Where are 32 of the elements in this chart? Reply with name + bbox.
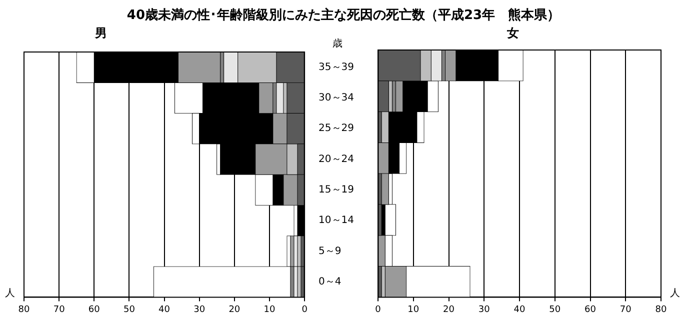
x-axis-title: 人 <box>5 288 15 299</box>
x-tick-label: 50 <box>549 304 561 315</box>
text: 40歳未満の性･年齢階級別にみた主な死因の死亡数（平成23年 熊本県） <box>126 6 562 24</box>
y-tick-label: 35～39 <box>318 62 354 73</box>
y-tick-label: 0～4 <box>318 276 342 288</box>
x-tick-label: 30 <box>478 304 490 315</box>
x-tick-label: 30 <box>194 304 206 315</box>
chart-subtitle: 男 <box>95 25 107 42</box>
x-axis-title: 人 <box>670 288 680 299</box>
x-tick-label: 40 <box>514 304 526 315</box>
x-tick-label: 80 <box>18 304 30 315</box>
x-tick-label: 50 <box>123 304 136 315</box>
x-tick-label: 10 <box>264 304 276 315</box>
chart-title: 女 <box>507 25 519 42</box>
x-tick-label: 0 <box>302 304 308 315</box>
y-axis-title: 歳 <box>332 38 343 50</box>
y-tick-label: 15～19 <box>318 184 354 196</box>
y-tick-label: 10～14 <box>318 215 354 226</box>
x-tick-label: 60 <box>88 304 100 315</box>
x-tick-label: 40 <box>158 304 170 315</box>
x-tick-label: 60 <box>584 304 596 315</box>
x-tick-label: 0 <box>375 304 382 315</box>
y-tick-label: 25～29 <box>318 123 354 134</box>
x-tick-label: 20 <box>228 304 240 315</box>
x-tick-label: 10 <box>408 304 420 315</box>
y-tick-label: 30～34 <box>318 92 354 104</box>
y-tick-label: 20～24 <box>318 154 354 165</box>
y-tick-label: 5～9 <box>318 246 342 257</box>
x-tick-label: 70 <box>620 304 632 315</box>
x-tick-label: 70 <box>53 304 66 315</box>
x-tick-label: 80 <box>655 304 667 315</box>
x-tick-label: 20 <box>443 304 455 315</box>
